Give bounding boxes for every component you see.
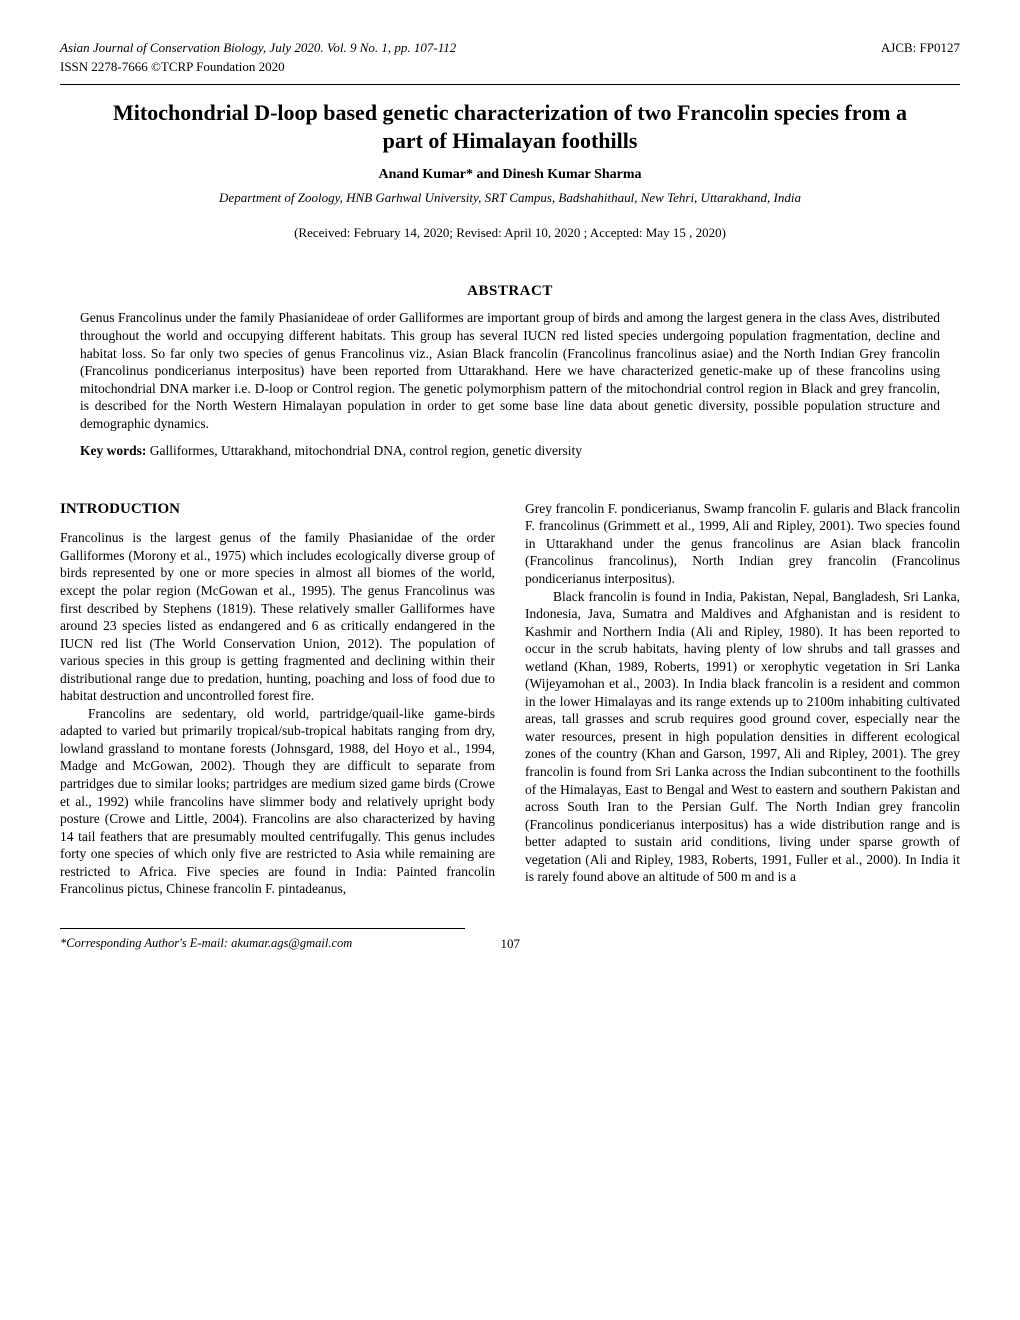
right-column: Grey francolin F. pondicerianus, Swamp f…: [525, 500, 960, 898]
body-paragraph: Black francolin is found in India, Pakis…: [525, 588, 960, 886]
abstract-text: Genus Francolinus under the family Phasi…: [80, 309, 940, 432]
keywords-label: Key words:: [80, 443, 146, 458]
abstract-heading: ABSTRACT: [60, 282, 960, 302]
body-paragraph: Grey francolin F. pondicerianus, Swamp f…: [525, 500, 960, 588]
article-title: Mitochondrial D-loop based genetic chara…: [100, 99, 920, 156]
issn-line: ISSN 2278-7666 ©TCRP Foundation 2020: [60, 59, 960, 76]
footer-divider: [60, 928, 465, 929]
submission-dates: (Received: February 14, 2020; Revised: A…: [60, 225, 960, 242]
journal-header: Asian Journal of Conservation Biology, J…: [60, 40, 456, 57]
left-column: INTRODUCTION Francolinus is the largest …: [60, 500, 495, 898]
article-code: AJCB: FP0127: [881, 40, 960, 57]
affiliation: Department of Zoology, HNB Garhwal Unive…: [60, 190, 960, 207]
keywords-values: Galliformes, Uttarakhand, mitochondrial …: [146, 443, 582, 458]
top-divider: [60, 84, 960, 85]
introduction-heading: INTRODUCTION: [60, 500, 495, 520]
page-number: 107: [481, 936, 961, 953]
authors: Anand Kumar* and Dinesh Kumar Sharma: [60, 166, 960, 184]
corresponding-author-note: *Corresponding Author's E-mail: akumar.a…: [60, 936, 352, 950]
keywords-line: Key words: Galliformes, Uttarakhand, mit…: [80, 442, 940, 460]
body-paragraph: Francolinus is the largest genus of the …: [60, 529, 495, 704]
body-paragraph: Francolins are sedentary, old world, par…: [60, 705, 495, 898]
body-columns: INTRODUCTION Francolinus is the largest …: [60, 500, 960, 898]
